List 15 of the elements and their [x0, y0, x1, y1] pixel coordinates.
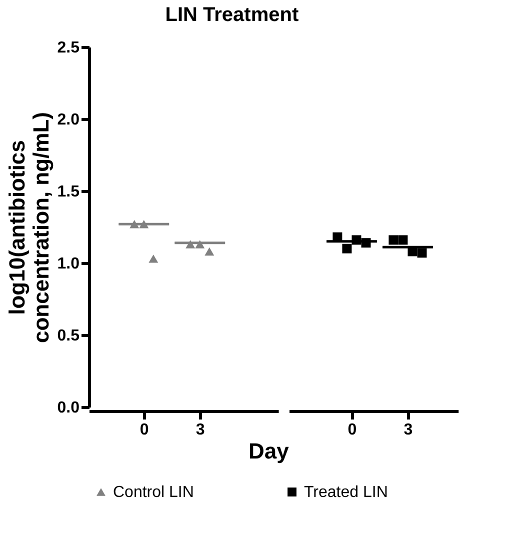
- x-tick-label: 3: [404, 422, 413, 438]
- x-tick-label: 0: [140, 422, 149, 438]
- y-tick-label: 0.5: [57, 328, 80, 344]
- y-tick-label: 2.5: [57, 40, 80, 56]
- x-tick-label: 3: [196, 422, 205, 438]
- chart-title: LIN Treatment: [165, 4, 299, 26]
- y-tick-label: 1.0: [57, 256, 80, 272]
- y-tick-label: 0.0: [57, 400, 80, 416]
- y-tick-label: 2.0: [57, 112, 80, 128]
- legend-label: Control LIN: [113, 484, 194, 501]
- y-tick-label: 1.5: [57, 184, 80, 200]
- x-tick-label: 0: [348, 422, 357, 438]
- x-axis-title: Day: [248, 438, 290, 464]
- legend-label: Treated LIN: [304, 484, 388, 501]
- y-axis-title: log10(antibiotics concentration, ng/mL): [4, 112, 54, 343]
